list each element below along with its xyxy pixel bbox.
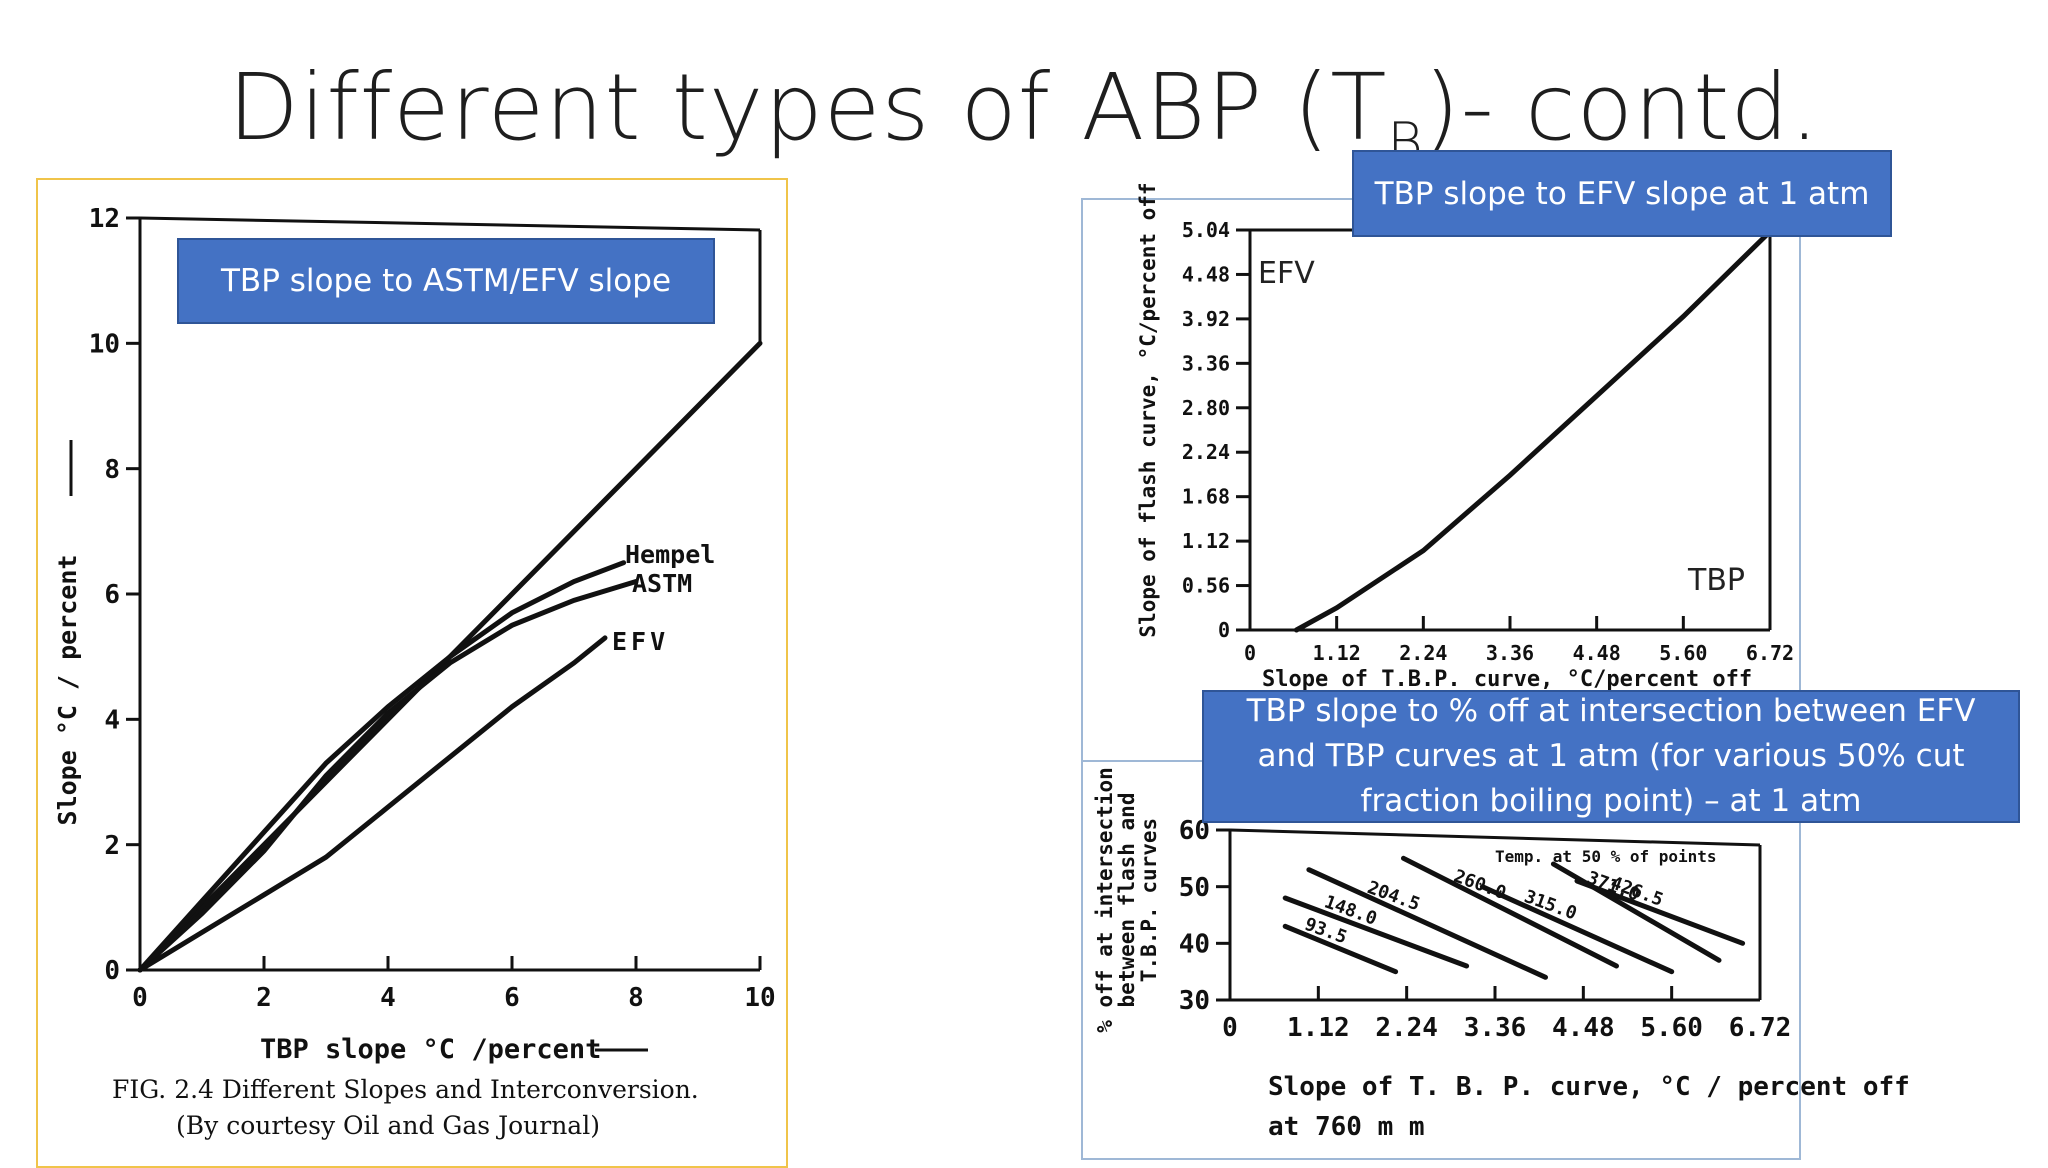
x-tick-label: 4: [380, 983, 396, 1013]
y-tick-label: 2.24: [1182, 440, 1230, 464]
callout-left: TBP slope to ASTM/EFV slope: [177, 238, 715, 324]
chart-1: 0 2 4 6 8 10 12 0 2 4 6 8 10 Hempel ASTM EFV TBP sl…: [53, 204, 776, 1140]
chart-2: 0 0.56 1.12 1.68 2.24 2.80 3.36 3.92 4.48 5.04 0 1…: [1136, 182, 1794, 692]
slide-title: Different types of ABP (TB)- contd.: [0, 62, 2048, 170]
chart1-series-label-astm: ASTM: [632, 569, 692, 598]
chart2-annotation-tbp: TBP: [1687, 563, 1745, 598]
title-end: )- contd.: [1423, 54, 1820, 161]
y-tick-label: 8: [104, 455, 120, 485]
y-tick-label: 12: [89, 204, 120, 234]
x-tick-label: 0: [1222, 1013, 1238, 1043]
right-top-figure-frame: [1081, 198, 1801, 773]
series-line-148-0: [1282, 895, 1470, 969]
y-tick-label: 4: [104, 705, 120, 735]
chart1-series-label-hempel: Hempel: [625, 540, 715, 569]
y-tick-label: 1.68: [1182, 485, 1230, 509]
chart2-y-ticks: 0 0.56 1.12 1.68 2.24 2.80 3.36 3.92 4.48 5.04: [1182, 218, 1250, 642]
x-tick-label: 6.72: [1746, 641, 1794, 665]
y-tick-label: 30: [1179, 986, 1210, 1016]
chart2-y-axis-label: Slope of flash curve, °C/percent off: [1136, 182, 1160, 637]
chart3-y-axis-label-line2: between flash and: [1115, 793, 1139, 1008]
series-line-efv: [137, 635, 608, 973]
chart3-y-axis-label-line3: T.B.P. curves: [1137, 818, 1161, 982]
y-tick-label: 2.80: [1182, 396, 1230, 420]
y-tick-label: 50: [1179, 873, 1210, 903]
chart2-x-ticks: 0 1.12 2.24 3.36 4.48 5.60 6.72: [1244, 616, 1794, 665]
y-tick-label: 3.92: [1182, 307, 1230, 331]
y-tick-label: 3.36: [1182, 351, 1230, 375]
right-bottom-figure-frame: [1081, 760, 1801, 1160]
chart3-x-axis-label-line2: at 760 m m: [1268, 1112, 1425, 1142]
chart1-series-label-efv: EFV: [612, 627, 669, 656]
x-tick-label: 1.12: [1287, 1013, 1350, 1043]
series-line-426-5: [1574, 878, 1746, 946]
x-tick-label: 4.48: [1552, 1013, 1615, 1043]
chart3-legend-title: Temp. at 50 % of points: [1495, 847, 1717, 866]
y-tick-label: 0: [104, 956, 120, 986]
chart3-x-axis-label: Slope of T. B. P. curve, °C / percent of…: [1268, 1072, 1910, 1102]
x-tick-label: 3.36: [1464, 1013, 1527, 1043]
chart1-x-axis-label: TBP slope °C /percent: [260, 1034, 601, 1065]
x-tick-label: 1.12: [1313, 641, 1361, 665]
chart1-y-axis-label: Slope °C / percent: [53, 555, 82, 826]
chart3-top-border: [1229, 828, 1761, 847]
series-line-315-0: [1479, 884, 1675, 975]
series-line-astm: [137, 579, 639, 973]
chart1-y-ticks: 0 2 4 6 8 10 12: [89, 204, 140, 986]
chart2-x-axis-label: Slope of T.B.P. curve, °C/percent off: [1262, 667, 1752, 692]
series-line-93-5: [1282, 923, 1399, 975]
y-tick-label: 1.12: [1182, 529, 1230, 553]
chart1-caption-line1: FIG. 2.4 Different Slopes and Interconve…: [112, 1075, 699, 1104]
x-tick-label: 4.48: [1573, 641, 1621, 665]
x-tick-label: 5.60: [1659, 641, 1707, 665]
y-tick-label: 6: [104, 580, 120, 610]
series-line-hempel: [137, 560, 627, 973]
series-line-main: [1293, 229, 1773, 633]
chart1-series: [137, 340, 763, 973]
callout-right-bottom: TBP slope to % off at intersection betwe…: [1202, 690, 2020, 823]
x-tick-label: 10: [744, 983, 775, 1013]
x-tick-label: 5.60: [1640, 1013, 1703, 1043]
x-tick-label: 6: [504, 983, 520, 1013]
x-tick-label: 0: [1244, 641, 1256, 665]
y-tick-label: 0.56: [1182, 574, 1230, 598]
x-tick-label: 8: [628, 983, 644, 1013]
x-tick-label: 2: [256, 983, 272, 1013]
chart3-y-axis-label-line1: % off at intersection: [1093, 767, 1117, 1033]
chart2-annotation-efv: EFV: [1258, 256, 1315, 291]
chart1-caption-line2: (By courtesy Oil and Gas Journal): [176, 1111, 600, 1140]
left-figure-frame: [36, 178, 788, 1168]
y-tick-label: 0: [1218, 618, 1230, 642]
y-tick-label: 10: [89, 329, 120, 359]
x-tick-label: 6.72: [1729, 1013, 1792, 1043]
title-main: Different types of ABP (T: [227, 54, 1388, 161]
x-tick-label: 0: [132, 983, 148, 1013]
chart1-top-border: [139, 216, 761, 232]
y-tick-label: 40: [1179, 929, 1210, 959]
x-tick-label: 2.24: [1375, 1013, 1438, 1043]
chart1-x-ticks: 0 2 4 6 8 10: [132, 956, 776, 1013]
y-tick-label: 5.04: [1182, 218, 1230, 242]
x-tick-label: 3.36: [1486, 641, 1534, 665]
series-line-260-0: [1401, 855, 1619, 969]
chart2-series: [1293, 229, 1773, 633]
callout-right-top: TBP slope to EFV slope at 1 atm: [1352, 150, 1892, 237]
chart3-x-ticks: 0 1.12 2.24 3.36 4.48 5.60 6.72: [1222, 986, 1791, 1043]
x-tick-label: 2.24: [1399, 641, 1447, 665]
y-tick-label: 2: [104, 831, 120, 861]
y-tick-label: 4.48: [1182, 262, 1230, 286]
series-line-204-5: [1306, 867, 1548, 980]
